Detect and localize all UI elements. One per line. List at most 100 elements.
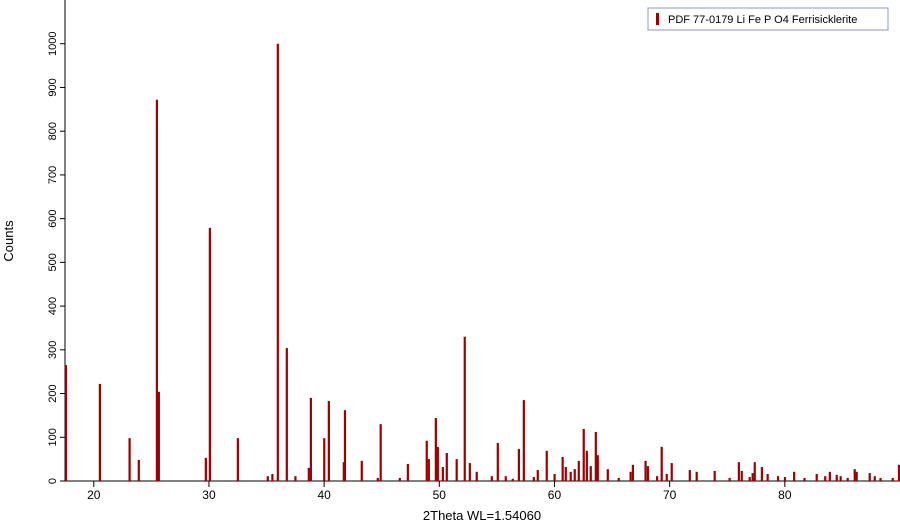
peak bbox=[98, 383, 101, 481]
peak bbox=[760, 467, 763, 481]
peak bbox=[511, 478, 514, 481]
y-axis-label: Counts bbox=[1, 220, 16, 262]
peak bbox=[660, 446, 663, 481]
peak bbox=[522, 400, 525, 481]
peak bbox=[532, 477, 535, 481]
peak bbox=[751, 473, 754, 481]
peak bbox=[655, 476, 659, 481]
peak bbox=[406, 463, 409, 481]
peak bbox=[236, 438, 239, 481]
y-tick-label: 500 bbox=[47, 253, 59, 271]
peak bbox=[155, 99, 158, 481]
legend-box bbox=[647, 7, 889, 31]
peak bbox=[266, 476, 269, 481]
peak bbox=[737, 462, 740, 481]
peak bbox=[728, 477, 731, 481]
peak bbox=[376, 477, 379, 481]
peak bbox=[835, 474, 838, 481]
peak bbox=[434, 418, 437, 481]
peak bbox=[342, 462, 345, 481]
peak bbox=[208, 227, 211, 481]
y-tick-label: 300 bbox=[47, 341, 59, 359]
y-tick-label: 100 bbox=[47, 428, 59, 446]
peak bbox=[463, 336, 466, 481]
y-tick-label: 600 bbox=[47, 209, 59, 227]
y-tick-label: 900 bbox=[47, 78, 59, 96]
peak bbox=[327, 400, 330, 481]
peak bbox=[644, 460, 647, 481]
x-axis-label: 2Theta WL=1.54060 bbox=[423, 508, 541, 523]
peak bbox=[670, 463, 673, 481]
x-tick-label: 60 bbox=[548, 488, 562, 502]
peak bbox=[688, 470, 691, 481]
peak bbox=[766, 474, 769, 481]
peak bbox=[204, 457, 207, 481]
peak bbox=[855, 471, 858, 481]
peak bbox=[468, 463, 471, 481]
peak bbox=[646, 466, 649, 481]
peak bbox=[713, 470, 716, 481]
peak bbox=[307, 467, 310, 481]
peak bbox=[868, 473, 871, 481]
peak bbox=[445, 453, 448, 481]
peak bbox=[776, 476, 780, 481]
peak bbox=[617, 477, 620, 481]
peak bbox=[309, 397, 312, 481]
peak bbox=[128, 438, 131, 481]
peak bbox=[425, 440, 428, 481]
peak bbox=[441, 467, 444, 481]
x-tick-label: 50 bbox=[433, 488, 447, 502]
y-tick-label: 1000 bbox=[47, 31, 59, 55]
legend-swatch bbox=[656, 13, 659, 25]
peak bbox=[490, 476, 493, 481]
peak bbox=[564, 467, 567, 481]
peak bbox=[629, 471, 632, 481]
peak bbox=[589, 466, 592, 481]
peak bbox=[891, 477, 894, 481]
peak bbox=[379, 424, 382, 481]
y-tick-label: 0 bbox=[47, 478, 59, 484]
peak bbox=[561, 456, 564, 481]
legend: PDF 77-0179 Li Fe P O4 Ferrisicklerite bbox=[647, 7, 889, 31]
peak bbox=[853, 469, 856, 481]
peak bbox=[839, 476, 842, 481]
peak bbox=[585, 450, 588, 481]
peak bbox=[475, 471, 478, 481]
peak bbox=[343, 410, 347, 481]
x-tick-label: 30 bbox=[202, 488, 216, 502]
x-tick-label: 20 bbox=[87, 488, 101, 502]
peak bbox=[427, 459, 430, 481]
peak bbox=[536, 470, 539, 481]
peak bbox=[496, 442, 499, 481]
peak bbox=[596, 455, 599, 481]
peak bbox=[271, 474, 274, 481]
peak bbox=[577, 460, 580, 481]
peak bbox=[846, 477, 849, 481]
peak bbox=[285, 348, 288, 481]
peak bbox=[294, 476, 297, 481]
peak bbox=[897, 464, 900, 481]
peak bbox=[740, 470, 743, 481]
peak bbox=[573, 469, 576, 481]
peak bbox=[753, 462, 756, 481]
y-tick-label: 700 bbox=[47, 166, 59, 184]
legend-label: PDF 77-0179 Li Fe P O4 Ferrisicklerite bbox=[668, 14, 857, 26]
peak bbox=[398, 477, 401, 481]
peak bbox=[815, 474, 818, 481]
peak bbox=[631, 464, 634, 481]
peak bbox=[360, 460, 363, 481]
x-tick-label: 80 bbox=[778, 488, 792, 502]
peak bbox=[582, 428, 585, 481]
y-tick-label: 200 bbox=[47, 384, 59, 402]
peak bbox=[569, 471, 572, 481]
peak bbox=[824, 476, 827, 481]
peak bbox=[276, 43, 279, 482]
peak bbox=[436, 446, 439, 481]
peak bbox=[665, 474, 668, 481]
peak bbox=[594, 432, 597, 481]
peak bbox=[517, 449, 520, 481]
peak bbox=[545, 450, 548, 481]
peak bbox=[504, 476, 507, 481]
peak bbox=[157, 391, 160, 481]
